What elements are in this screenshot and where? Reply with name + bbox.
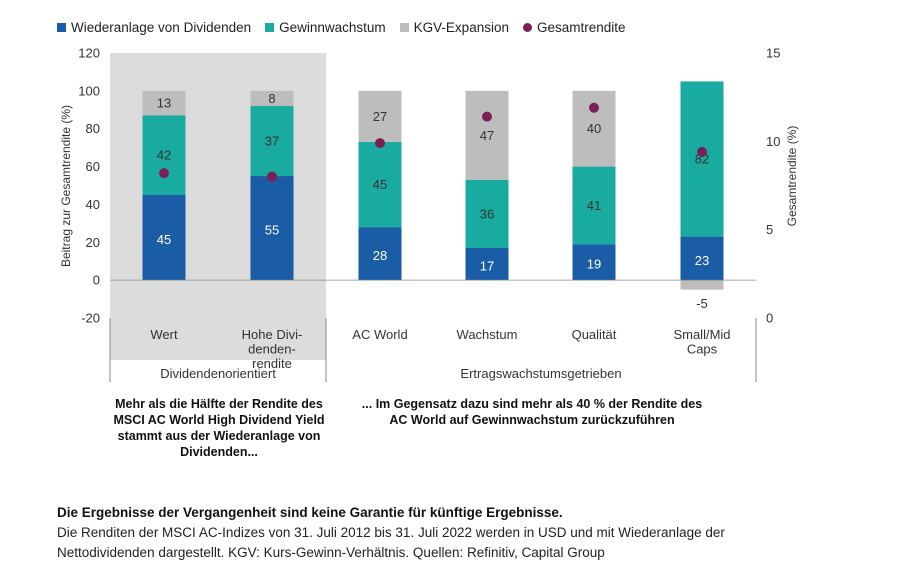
bar-value-label: 19 <box>587 257 601 272</box>
bar-dividends <box>465 247 509 281</box>
bar-value-label: 27 <box>373 109 387 124</box>
bar-earnings <box>142 115 186 195</box>
caption-right: ... Im Gegensatz dazu sind mehr als 40 %… <box>361 397 703 427</box>
y-tick-label: 80 <box>86 121 100 136</box>
bar-value-label: 40 <box>587 121 601 136</box>
total-return-dot <box>589 102 599 113</box>
chart-legend: Wiederanlage von Dividenden Gewinnwachst… <box>57 20 640 35</box>
legend-label-pe: KGV-Expansion <box>413 20 509 35</box>
legend-label-dividends: Wiederanlage von Dividenden <box>71 20 252 35</box>
x-tick-label: AC World <box>352 327 407 342</box>
x-tick-label: Wert <box>150 327 178 342</box>
bar-value-label: -5 <box>696 296 708 311</box>
bar-earnings <box>250 106 294 177</box>
bar-value-label: 13 <box>157 96 171 111</box>
bar-earnings <box>465 179 509 248</box>
bar-value-label: 17 <box>480 259 494 274</box>
group-label-growth: Ertragswachstumsgetrieben <box>460 366 621 381</box>
stacked-bar-chart: -20 0 20 40 60 80 100 120 0 5 10 15 Beitrag zur Gesa… <box>59 46 799 382</box>
footer: Die Ergebnisse der Vergangenheit sind ke… <box>57 503 797 563</box>
bar-earnings <box>680 81 724 237</box>
caption-left: Mehr als die Hälfte der Rendite des MSCI… <box>113 397 325 459</box>
bar-value-label: 8 <box>268 91 275 106</box>
y-axis-title: Beitrag zur Gesamtrendite (%) <box>59 105 73 267</box>
legend-item-pe: KGV-Expansion <box>399 20 509 35</box>
legend-item-total: Gesamtrendite <box>522 20 626 35</box>
bar-dividends <box>250 176 294 281</box>
bar-value-label: 37 <box>265 134 279 149</box>
bar-value-label: 36 <box>480 206 494 221</box>
y-right-tick-label: 0 <box>766 311 773 326</box>
y-tick-label: 0 <box>93 273 100 288</box>
y-right-tick-label: 15 <box>766 46 780 61</box>
bar-dividends <box>142 194 186 281</box>
bar-value-label: 42 <box>157 148 171 163</box>
footer-disclaimer: Die Ergebnisse der Vergangenheit sind ke… <box>57 505 563 520</box>
bar-value-label: 45 <box>157 232 171 247</box>
y-tick-label: 40 <box>86 197 100 212</box>
legend-swatch-earnings <box>265 23 275 32</box>
y-tick-label: 120 <box>78 46 100 61</box>
x-tick-label: Qualität <box>572 327 617 342</box>
legend-swatch-dividends <box>57 23 66 32</box>
y-right-axis-title: Gesamtrendite (%) <box>785 126 799 227</box>
legend-item-earnings: Gewinnwachstum <box>265 20 386 35</box>
group-highlight-dividend <box>110 53 326 360</box>
total-return-dot <box>482 111 492 122</box>
legend-swatch-pe <box>399 23 409 32</box>
y-tick-label: 100 <box>78 83 100 98</box>
bar-pe-expansion <box>250 90 294 106</box>
legend-label-total: Gesamtrendite <box>536 20 626 35</box>
bar-value-label: 45 <box>373 177 387 192</box>
total-return-dot <box>159 168 169 179</box>
x-tick-label: Wachstum <box>457 327 518 342</box>
legend-label-earnings: Gewinnwachstum <box>279 20 386 35</box>
bar-dividends <box>572 244 616 281</box>
bar-earnings <box>572 166 616 245</box>
total-return-dot <box>375 138 385 149</box>
footer-note: Die Renditen der MSCI AC-Indizes von 31.… <box>57 525 725 560</box>
bar-value-label: 41 <box>587 198 601 213</box>
legend-dot-total <box>522 23 532 32</box>
x-tick-label: denden- <box>248 342 296 357</box>
x-tick-label: rendite <box>252 356 292 371</box>
total-return-dot <box>267 171 277 182</box>
x-tick-label: Hohe Divi- <box>242 327 303 342</box>
bar-pe-expansion <box>680 280 724 290</box>
bar-pe-expansion <box>142 90 186 116</box>
bar-pe-expansion <box>465 90 509 180</box>
y-tick-label: -20 <box>81 311 100 326</box>
legend-item-dividends: Wiederanlage von Dividenden <box>57 20 251 35</box>
y-tick-label: 20 <box>86 235 100 250</box>
group-label-dividend: Dividendenorientiert <box>160 366 276 381</box>
x-tick-label: Caps <box>687 342 718 357</box>
bar-earnings <box>358 141 402 228</box>
bar-value-label: 47 <box>480 128 494 143</box>
x-tick-label: Small/Mid <box>673 327 730 342</box>
bar-value-label: 55 <box>265 223 279 238</box>
bar-pe-expansion <box>358 90 402 142</box>
bar-value-label: 28 <box>373 248 387 263</box>
y-right-tick-label: 5 <box>766 222 773 237</box>
total-return-dot <box>697 146 707 157</box>
bar-dividends <box>680 236 724 281</box>
bar-dividends <box>358 227 402 281</box>
bar-value-label: 23 <box>695 253 709 268</box>
y-tick-label: 60 <box>86 159 100 174</box>
y-right-tick-label: 10 <box>766 134 780 149</box>
